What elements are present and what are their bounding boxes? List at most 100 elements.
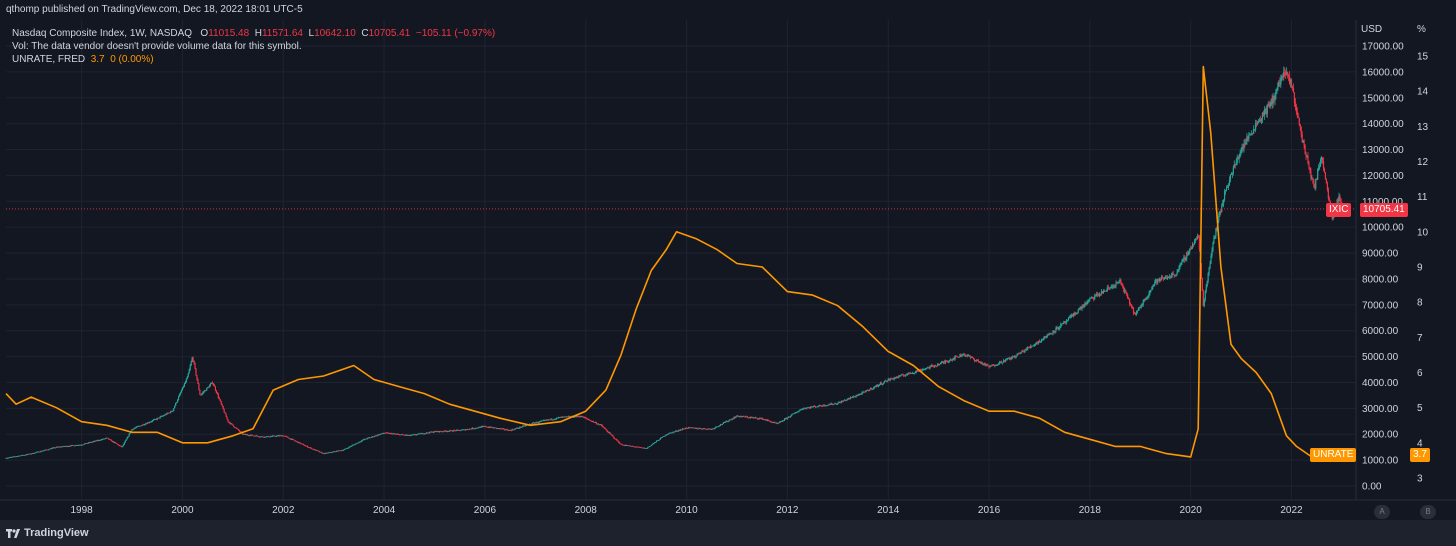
candle-body: [1053, 330, 1055, 333]
legend-unrate-value: 3.7: [90, 54, 105, 65]
candle-body: [412, 434, 414, 436]
candle-body: [563, 416, 566, 418]
candle-body: [1318, 167, 1320, 170]
candle-body: [849, 397, 852, 399]
candle-body: [736, 415, 738, 417]
candle-body: [384, 433, 386, 434]
candle-body: [576, 415, 578, 417]
candle-body: [224, 412, 226, 414]
candle-body: [145, 423, 148, 425]
candle-body: [18, 455, 20, 457]
candle-body: [157, 417, 159, 419]
candle-body: [1241, 147, 1243, 152]
candle-body: [1244, 143, 1246, 145]
candle-body: [703, 428, 705, 429]
candle-body: [792, 413, 794, 415]
candle-body: [385, 432, 387, 434]
candle-body: [740, 416, 742, 418]
candle-body: [483, 426, 485, 428]
candle-body: [1245, 142, 1247, 145]
candle-body: [852, 396, 854, 398]
candle-body: [248, 435, 250, 437]
candle-body: [548, 419, 550, 421]
candle-body: [783, 418, 786, 421]
log-scale-button[interactable]: B: [1420, 505, 1436, 519]
candle-body: [1308, 163, 1310, 168]
candle-body: [421, 433, 423, 434]
candle-body: [871, 388, 873, 390]
candle-body: [1006, 358, 1009, 359]
candle-body: [268, 436, 270, 437]
candle-body: [924, 369, 926, 370]
tradingview-logo[interactable]: TradingView: [6, 527, 89, 539]
candle-body: [452, 431, 454, 433]
candle-body: [1056, 327, 1058, 328]
candle-body: [675, 430, 677, 432]
candle-body: [294, 440, 296, 442]
candle-body: [1156, 279, 1158, 283]
candle-body: [293, 439, 295, 441]
candle-body: [892, 378, 894, 380]
candle-body: [444, 430, 446, 432]
candle-body: [1137, 308, 1139, 311]
candle-body: [590, 421, 593, 422]
candle-body: [502, 428, 504, 430]
candle-body: [813, 406, 816, 407]
candle-body: [245, 434, 248, 436]
candle-body: [748, 417, 751, 419]
candle-body: [697, 428, 699, 430]
candle-body: [1158, 278, 1160, 281]
candle-body: [542, 420, 544, 422]
candle-body: [1144, 298, 1146, 300]
candle-body: [561, 416, 564, 418]
candle-body: [580, 416, 582, 418]
candle-body: [820, 405, 822, 407]
candle-body: [34, 452, 36, 454]
candle-body: [1258, 120, 1261, 122]
candle-body: [1282, 76, 1284, 77]
candle-body: [480, 426, 482, 428]
candle-body: [398, 434, 400, 435]
candle-body: [861, 392, 863, 395]
candle-body: [323, 453, 325, 455]
candle-body: [265, 436, 267, 438]
candle-body: [24, 454, 26, 456]
candle-body: [829, 404, 831, 406]
candle-body: [779, 421, 781, 423]
auto-scale-button[interactable]: A: [1374, 505, 1390, 519]
candle-body: [343, 449, 345, 451]
candle-body: [1015, 355, 1017, 358]
candle-body: [1152, 286, 1154, 288]
candle-body: [1138, 307, 1140, 309]
price-chart[interactable]: 17000.00 16000.00 15000.00 14000.00 13000.00…: [0, 0, 1456, 520]
candle-body: [940, 362, 943, 363]
candle-body: [16, 456, 18, 458]
candle-body: [485, 426, 487, 427]
candle-body: [652, 443, 654, 445]
candle-body: [389, 433, 391, 435]
candle-body: [586, 418, 588, 419]
candle-body: [426, 432, 428, 434]
candle-body: [537, 422, 539, 424]
candle-body: [503, 428, 505, 430]
candle-body: [1140, 305, 1142, 308]
candle-body: [259, 436, 261, 438]
legend-h-value: 11571.64: [261, 28, 303, 39]
candle-body: [948, 360, 950, 362]
candle-body: [461, 429, 463, 431]
year-tick-label: 2000: [171, 505, 194, 516]
candle-body: [379, 434, 381, 435]
candle-body: [1170, 275, 1172, 278]
candle-body: [46, 449, 48, 451]
candle-body: [1122, 285, 1124, 288]
candle-body: [626, 445, 629, 447]
candle-body: [320, 451, 322, 453]
candle-body: [1256, 122, 1259, 125]
candle-body: [885, 380, 887, 382]
candle-body: [493, 427, 495, 429]
candle-body: [1240, 151, 1242, 153]
candle-body: [1257, 121, 1260, 123]
candle-body: [867, 390, 869, 391]
candle-body: [345, 448, 347, 450]
candle-body: [875, 384, 878, 387]
